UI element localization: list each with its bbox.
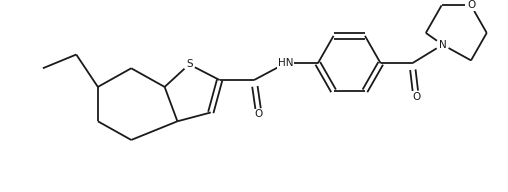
Text: O: O [255, 109, 263, 119]
Text: O: O [467, 0, 475, 10]
Text: N: N [439, 40, 447, 50]
Text: O: O [412, 92, 420, 102]
Text: HN: HN [278, 58, 293, 68]
Text: S: S [186, 59, 193, 69]
